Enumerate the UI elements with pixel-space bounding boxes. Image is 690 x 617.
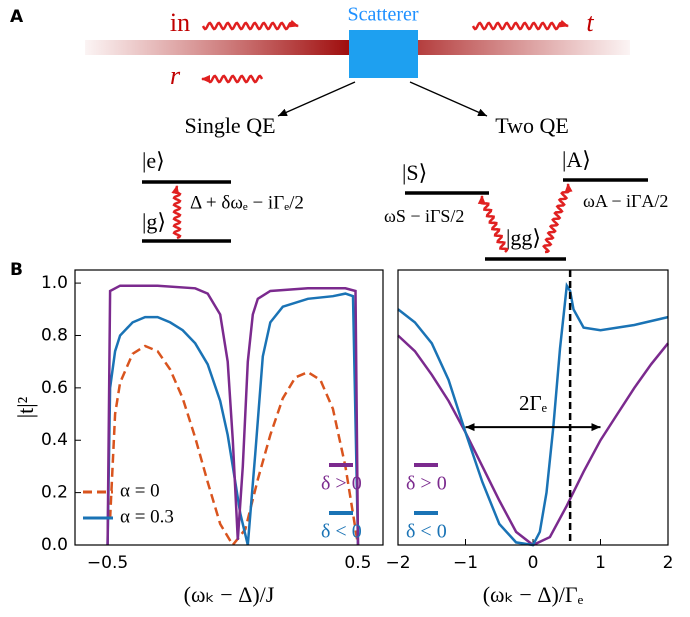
arrow [409,81,488,117]
incoming-label: in [170,8,190,37]
x-tick-label: −1 [453,553,478,573]
wavy-arrow [471,19,569,31]
scatterer-label: Scatterer [347,4,418,26]
x-tick-label: −0.5 [87,553,128,573]
x-tick-label: 0.5 [344,553,371,573]
arrow [277,81,356,117]
plot-frame [74,269,384,546]
level-label: |gg⟩ [506,225,541,250]
span-label: 2Γₑ [519,391,548,415]
transition-label: ωA − iΓA/2 [583,191,668,211]
single-qe-title: Single QE [184,113,275,138]
series-line [397,334,669,547]
plot-frame [397,269,669,546]
reflected-label: r [170,61,181,90]
annotation: δ < 0 [406,521,447,543]
series-line [106,292,360,546]
annotation: δ < 0 [321,521,362,543]
level-label: |A⟩ [562,147,591,172]
y-tick-label: 1.0 [41,273,68,293]
panel-label: B [10,260,23,280]
transition-label: ωS − iΓS/2 [384,206,464,226]
transition-label: Δ + δωₑ − iΓₑ/2 [190,192,304,213]
series-line [106,284,360,546]
wavy-arrow [201,19,299,31]
x-tick-label: 1 [595,553,606,573]
x-axis-label: (ωₖ − Δ)/J [184,582,275,607]
annotation: δ > 0 [406,473,447,495]
legend-label: α = 0.3 [120,506,174,527]
x-tick-label: 0 [528,553,539,573]
wavy-arrow [171,185,182,240]
y-tick-label: 0.2 [41,483,68,503]
legend-label: α = 0 [120,480,160,501]
panel-label: A [10,7,24,27]
y-tick-label: 0.0 [41,535,68,555]
two-qe-title: Two QE [495,113,569,138]
wavy-arrow [201,74,264,84]
series-line [397,281,669,547]
x-axis-label: (ωₖ − Δ)/Γₑ [483,582,584,607]
annotation: δ > 0 [321,473,362,495]
wavy-arrow [477,195,509,253]
scatterer-box [349,30,418,78]
level-label: |g⟩ [142,209,166,234]
y-tick-label: 0.6 [41,378,68,398]
y-tick-label: 0.8 [41,325,68,345]
level-label: |e⟩ [142,148,165,173]
y-tick-label: 0.4 [41,430,68,450]
x-tick-label: −2 [385,553,410,573]
wavy-arrow [542,183,573,254]
level-label: |S⟩ [402,160,427,185]
x-tick-label: 2 [663,553,674,573]
y-axis-label: |t|² [13,396,38,418]
transmitted-label: t [586,8,594,37]
